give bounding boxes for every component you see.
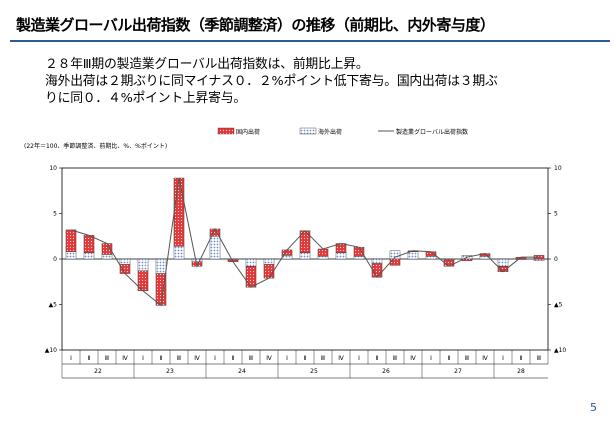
chart-legend: 国内出荷 海外出荷 製造業グローバル出荷指数 (217, 127, 468, 136)
x-tick-label-quarter: Ⅰ (214, 355, 216, 362)
bar-overseas (263, 258, 275, 265)
y-tick-label-right: 5 (554, 211, 558, 218)
summary-line-3: りに同０．４%ポイント上昇寄与。 (45, 91, 246, 106)
bar-overseas (101, 254, 113, 260)
x-tick-label-quarter: Ⅳ (410, 355, 416, 362)
bar-overseas (371, 258, 383, 264)
x-tick-label-year: 28 (517, 368, 525, 375)
x-tick-label-quarter: Ⅰ (142, 355, 144, 362)
bar-domestic (119, 264, 131, 274)
x-tick-label-quarter: Ⅳ (482, 355, 488, 362)
bar-domestic (263, 264, 275, 279)
x-tick-label-year: 26 (382, 368, 390, 375)
title-rule (10, 40, 610, 42)
summary-line-2: 海外出荷は２期ぶりに同マイナス０．２%ポイント低下寄与。国内出荷は３期ぶ (45, 74, 498, 89)
bar-domestic (83, 235, 95, 253)
bar-overseas (353, 256, 365, 260)
bar-overseas (407, 251, 419, 260)
x-tick-label-quarter: Ⅲ (105, 355, 109, 362)
y-tick-label-right: ▲5 (554, 302, 563, 309)
x-tick-label-quarter: Ⅰ (70, 355, 72, 362)
bar-overseas (335, 252, 347, 260)
legend-swatch-overseas (299, 127, 317, 135)
bar-overseas (299, 252, 311, 260)
bar-domestic (317, 248, 329, 257)
bar-overseas (209, 236, 221, 260)
legend-label-domestic: 国内出荷 (236, 128, 260, 136)
y-tick-label-left: 0 (53, 256, 57, 263)
page-number: 5 (590, 401, 597, 414)
bar-overseas (425, 256, 437, 260)
x-tick-label-quarter: Ⅱ (160, 355, 163, 362)
x-tick-label-quarter: Ⅳ (122, 355, 128, 362)
bar-overseas (155, 258, 167, 274)
bar-overseas (119, 258, 131, 265)
slide-title: 製造業グローバル出荷指数（季節調整済）の推移（前期比、内外寄与度） (16, 16, 495, 34)
x-tick-label-quarter: Ⅲ (321, 355, 325, 362)
x-tick-label-quarter: Ⅲ (465, 355, 469, 362)
x-tick-label-quarter: Ⅱ (448, 355, 451, 362)
x-tick-label-quarter: Ⅱ (304, 355, 307, 362)
x-tick-label-year: 27 (454, 368, 462, 375)
x-tick-label-quarter: Ⅰ (502, 355, 504, 362)
bar-domestic (245, 266, 257, 288)
x-tick-label-year: 25 (310, 368, 318, 375)
x-tick-label-quarter: Ⅲ (393, 355, 397, 362)
x-tick-label-quarter: Ⅳ (338, 355, 344, 362)
y-tick-label-left: ▲10 (45, 347, 57, 354)
x-tick-label-quarter: Ⅲ (249, 355, 253, 362)
bar-overseas (245, 258, 257, 267)
y-tick-label-right: 0 (554, 256, 558, 263)
y-tick-label-left: 10 (49, 165, 57, 172)
title-bar: 製造業グローバル出荷指数（季節調整済）の推移（前期比、内外寄与度） (10, 8, 610, 42)
x-tick-label-year: 24 (238, 368, 246, 375)
x-tick-label-quarter: Ⅰ (430, 355, 432, 362)
bar-overseas (497, 258, 509, 267)
x-tick-label-quarter: Ⅱ (520, 355, 523, 362)
bar-overseas (533, 258, 545, 262)
x-tick-label-quarter: Ⅰ (286, 355, 288, 362)
x-tick-label-quarter: Ⅱ (376, 355, 379, 362)
plot-area: 10 10 5 5 0 0 ▲5 ▲5 ▲10 ▲10 Ⅰ Ⅱ Ⅲ Ⅳ Ⅰ Ⅱ Ⅲ Ⅳ Ⅰ Ⅱ Ⅲ Ⅳ Ⅰ Ⅱ Ⅲ Ⅳ Ⅰ Ⅱ Ⅲ Ⅳ Ⅰ Ⅱ… (45, 165, 566, 379)
x-tick-label-quarter: Ⅱ (88, 355, 91, 362)
x-tick-label-year: 22 (94, 368, 102, 375)
legend-label-total: 製造業グローバル出荷指数 (396, 128, 468, 136)
bar-overseas (83, 252, 95, 260)
y-tick-label-right: 10 (554, 165, 562, 172)
bar-overseas (317, 256, 329, 260)
x-tick-label-year: 23 (166, 368, 174, 375)
summary-text: ２８年Ⅲ期の製造業グローバル出荷指数は、前期比上昇。 海外出荷は２期ぶりに同マイ… (45, 56, 565, 107)
x-tick-label-quarter: Ⅰ (358, 355, 360, 362)
y-tick-label-left: 5 (53, 211, 57, 218)
x-tick-label-quarter: Ⅲ (177, 355, 181, 362)
line-total (70, 177, 539, 307)
legend-swatch-domestic (217, 127, 235, 135)
bar-domestic (65, 229, 77, 252)
bar-overseas (65, 251, 77, 260)
legend-label-overseas: 海外出荷 (318, 128, 342, 136)
x-tick-label-quarter: Ⅲ (537, 355, 541, 362)
y-tick-label-right: ▲10 (554, 347, 566, 354)
x-tick-label-quarter: Ⅳ (194, 355, 200, 362)
summary-line-1: ２８年Ⅲ期の製造業グローバル出荷指数は、前期比上昇。 (45, 57, 369, 72)
bar-overseas (173, 246, 185, 260)
y-tick-label-left: ▲5 (49, 302, 58, 309)
x-tick-label-quarter: Ⅳ (266, 355, 272, 362)
bar-domestic (389, 258, 401, 266)
bar-domestic (173, 177, 185, 247)
x-tick-label-quarter: Ⅱ (232, 355, 235, 362)
chart-note: (22年＝100、季節調整済、前期比、%、%ポイント) (24, 142, 167, 150)
bar-domestic (353, 246, 365, 257)
bar-overseas (137, 258, 149, 272)
